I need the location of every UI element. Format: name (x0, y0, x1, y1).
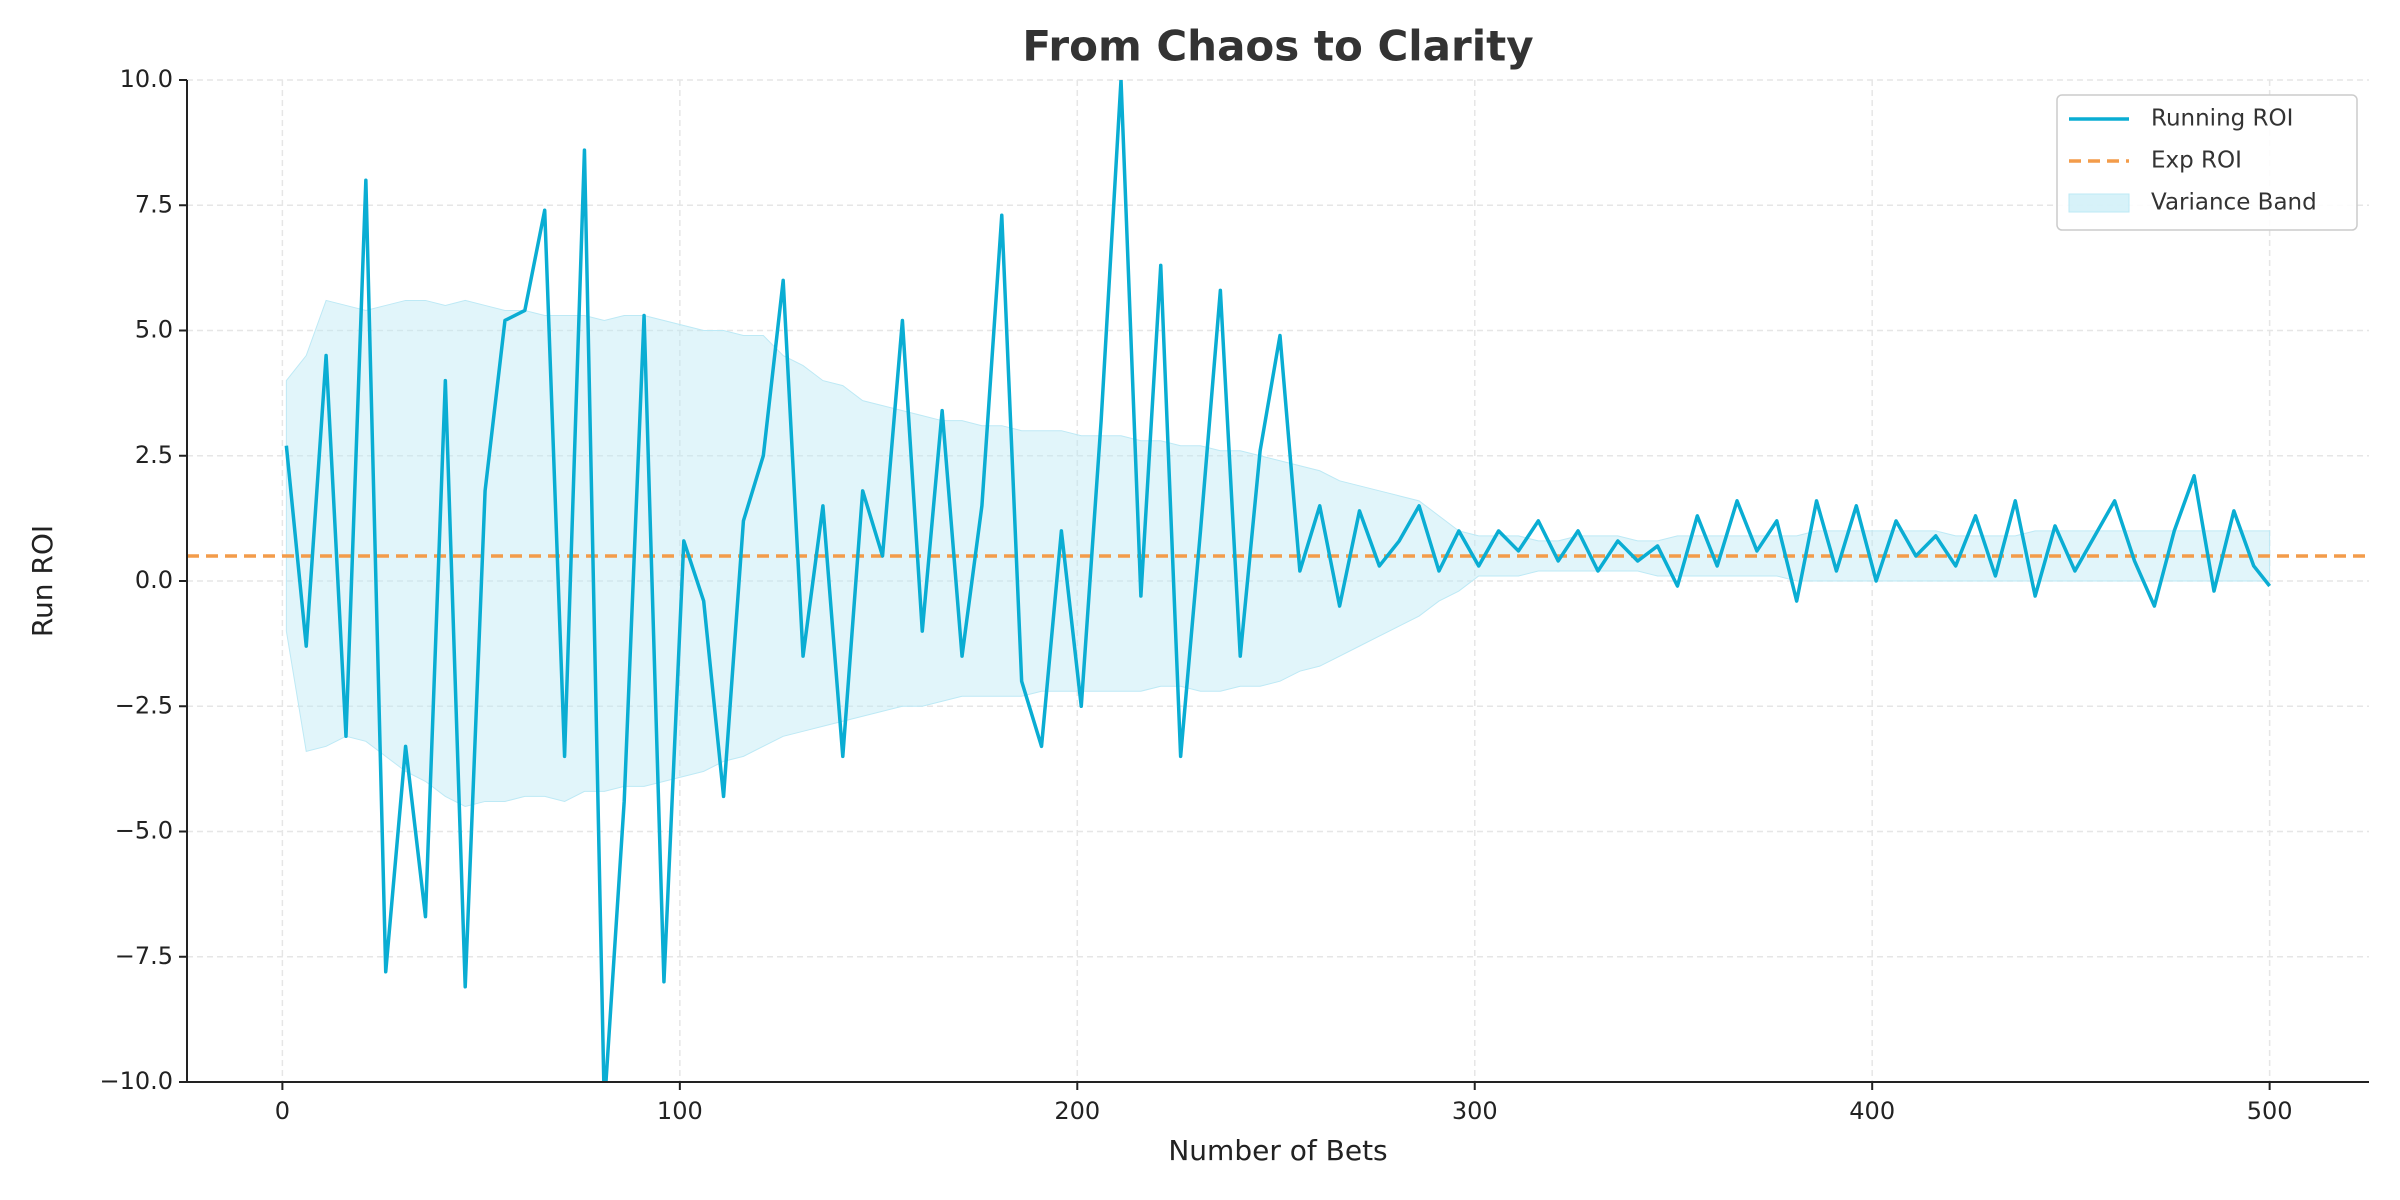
legend-label: Exp ROI (2151, 148, 2242, 174)
x-tick-label: 300 (1452, 1097, 1498, 1125)
plot-area (187, 80, 2369, 1082)
x-axis-label: Number of Bets (1168, 1134, 1387, 1167)
x-tick-label: 100 (657, 1097, 703, 1125)
y-axis-label: Run ROI (26, 525, 59, 637)
x-tick-label: 200 (1054, 1097, 1100, 1125)
y-tick-label: −5.0 (115, 817, 173, 845)
legend-label: Variance Band (2151, 190, 2317, 216)
x-tick-label: 500 (2247, 1097, 2293, 1125)
legend-box (2056, 94, 2358, 231)
y-tick-label: −2.5 (115, 691, 173, 719)
y-tick-label: 2.5 (135, 441, 173, 469)
variance-band (285, 299, 2271, 807)
legend-swatch (2068, 193, 2130, 213)
y-tick-label: 7.5 (135, 190, 173, 218)
legend: Running ROI Exp ROI Variance Band (2056, 94, 2358, 231)
x-tick-label: 400 (1849, 1097, 1895, 1125)
chart-title: From Chaos to Clarity (1022, 22, 1533, 71)
y-tick-label: 10.0 (120, 65, 173, 93)
y-tick-label: −10.0 (99, 1067, 173, 1095)
y-tick-label: −7.5 (115, 942, 173, 970)
series-line (284, 80, 2272, 1082)
axes: −10.0 −7.5 −5.0 −2.5 0.0 2.5 5.0 7.5 10.0 0 100 200… (99, 65, 2369, 1125)
y-tick-label: 0.0 (135, 566, 173, 594)
legend-label: Running ROI (2151, 106, 2293, 132)
y-tick-label: 5.0 (135, 316, 173, 344)
x-tick-label: 0 (275, 1097, 290, 1125)
